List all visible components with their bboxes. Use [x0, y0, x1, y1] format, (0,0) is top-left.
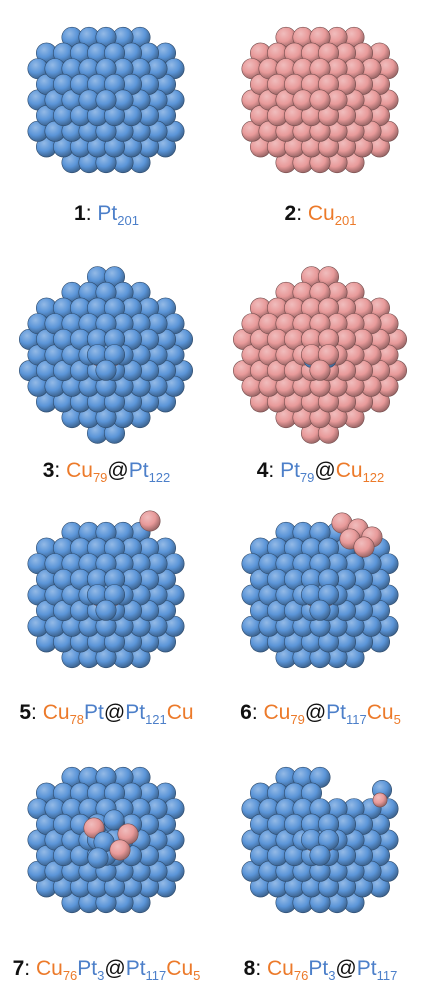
caption-2-part-1: :	[296, 202, 308, 225]
nanoparticle-4	[232, 266, 408, 444]
caption-2: 2: Cu201	[214, 202, 427, 228]
caption-8-part-3: 76	[293, 968, 309, 983]
caption-6-part-5: Pt	[326, 701, 347, 724]
caption-8-part-7: Pt	[356, 957, 377, 980]
caption-7-part-9: Cu	[166, 957, 194, 980]
caption-8: 8: Cu76Pt3@Pt117	[214, 957, 427, 983]
caption-7-part-3: 76	[62, 968, 78, 983]
caption-1: 1: Pt201	[0, 202, 213, 228]
caption-5-part-1: :	[31, 701, 43, 724]
caption-8-part-0: 8	[243, 957, 256, 980]
panel-4: 4: Pt79@Cu122	[214, 245, 427, 495]
caption-5-part-6: Pt	[125, 701, 146, 724]
pt-atom	[309, 359, 331, 381]
caption-5: 5: Cu78Pt@Pt121Cu	[0, 701, 213, 727]
caption-5-part-8: Cu	[166, 701, 194, 724]
caption-3-part-2: Cu	[66, 459, 93, 482]
caption-4: 4: Pt79@Cu122	[214, 459, 427, 485]
caption-7-part-10: 5	[193, 968, 201, 983]
panel-2: 2: Cu201	[214, 0, 427, 245]
nanoparticle-8	[241, 766, 399, 914]
caption-8-part-6: @	[335, 957, 357, 980]
caption-2-part-0: 2	[284, 202, 297, 225]
caption-3: 3: Cu79@Pt122	[0, 459, 213, 485]
caption-6-part-8: 5	[393, 712, 401, 727]
caption-7-part-8: 117	[145, 968, 167, 983]
caption-4-part-4: @	[314, 459, 336, 482]
caption-7-part-4: Pt	[77, 957, 98, 980]
mixed-atom	[109, 839, 131, 861]
caption-3-part-6: 122	[148, 470, 171, 485]
caption-6-part-6: 117	[346, 712, 367, 727]
caption-6-part-1: :	[251, 701, 264, 724]
mixed-atom	[103, 809, 125, 831]
nanoparticle-7	[27, 766, 185, 914]
caption-5-part-0: 5	[19, 701, 32, 724]
caption-6-part-3: 79	[290, 712, 305, 727]
caption-6-part-0: 6	[240, 701, 252, 724]
caption-4-part-2: Pt	[280, 459, 300, 482]
caption-5-part-2: Cu	[42, 701, 70, 724]
caption-1-part-0: 1	[74, 202, 86, 225]
caption-4-part-0: 4	[256, 459, 269, 482]
caption-2-part-2: Cu	[307, 202, 335, 225]
caption-7: 7: Cu76Pt3@Pt117Cu5	[0, 957, 213, 983]
caption-5-part-4: Pt	[84, 701, 104, 724]
caption-7-part-2: Cu	[35, 957, 63, 980]
pt-atom	[309, 844, 331, 866]
cu-adatom	[353, 536, 375, 558]
caption-3-part-1: :	[54, 459, 67, 482]
caption-6-part-7: Cu	[366, 701, 394, 724]
caption-4-part-3: 79	[299, 470, 315, 485]
nanoparticle-1	[27, 26, 185, 174]
panel-7: 7: Cu76Pt3@Pt117Cu5	[0, 745, 213, 992]
caption-4-part-6: 122	[362, 470, 385, 485]
nanoparticle-5	[27, 510, 185, 669]
nanoparticle-3	[18, 266, 194, 444]
caption-6: 6: Cu79@Pt117Cu5	[214, 701, 427, 727]
caption-1-part-2: Pt	[97, 202, 118, 225]
caption-7-part-1: :	[24, 957, 36, 980]
caption-3-part-4: @	[107, 459, 129, 482]
mixed-atom	[87, 847, 109, 869]
caption-3-part-5: Pt	[128, 459, 149, 482]
caption-6-part-2: Cu	[263, 701, 291, 724]
caption-5-part-7: 121	[145, 712, 167, 727]
caption-4-part-1: :	[268, 459, 281, 482]
caption-6-part-4: @	[304, 701, 327, 724]
caption-8-part-8: 117	[376, 968, 398, 983]
nanoparticle-2	[241, 26, 399, 174]
caption-4-part-5: Cu	[335, 459, 363, 482]
pt-atom	[95, 359, 117, 381]
caption-7-part-0: 7	[12, 957, 25, 980]
caption-8-part-4: Pt	[308, 957, 329, 980]
caption-5-part-3: 78	[69, 712, 85, 727]
pt-atom	[95, 89, 117, 111]
caption-1-part-1: :	[85, 202, 98, 225]
cu-atom	[309, 89, 331, 111]
cu-atom	[372, 792, 388, 808]
caption-8-part-5: 3	[328, 968, 336, 983]
caption-7-part-7: Pt	[125, 957, 146, 980]
caption-3-part-0: 3	[42, 459, 55, 482]
caption-7-part-6: @	[104, 957, 126, 980]
caption-2-part-3: 201	[334, 213, 357, 228]
panel-6: 6: Cu79@Pt117Cu5	[214, 495, 427, 745]
panel-3: 3: Cu79@Pt122	[0, 245, 213, 495]
caption-7-part-5: 3	[97, 968, 105, 983]
caption-8-part-2: Cu	[267, 957, 294, 980]
cu-adatom	[139, 510, 161, 532]
panel-1: 1: Pt201	[0, 0, 213, 245]
caption-3-part-3: 79	[92, 470, 108, 485]
caption-8-part-1: :	[255, 957, 268, 980]
caption-1-part-3: 201	[117, 213, 139, 228]
pt-atom	[309, 599, 331, 621]
nanoparticle-6	[241, 512, 399, 669]
panel-5: 5: Cu78Pt@Pt121Cu	[0, 495, 213, 745]
panel-8: 8: Cu76Pt3@Pt117	[214, 745, 427, 992]
pt-atom	[95, 599, 117, 621]
caption-5-part-5: @	[103, 701, 126, 724]
